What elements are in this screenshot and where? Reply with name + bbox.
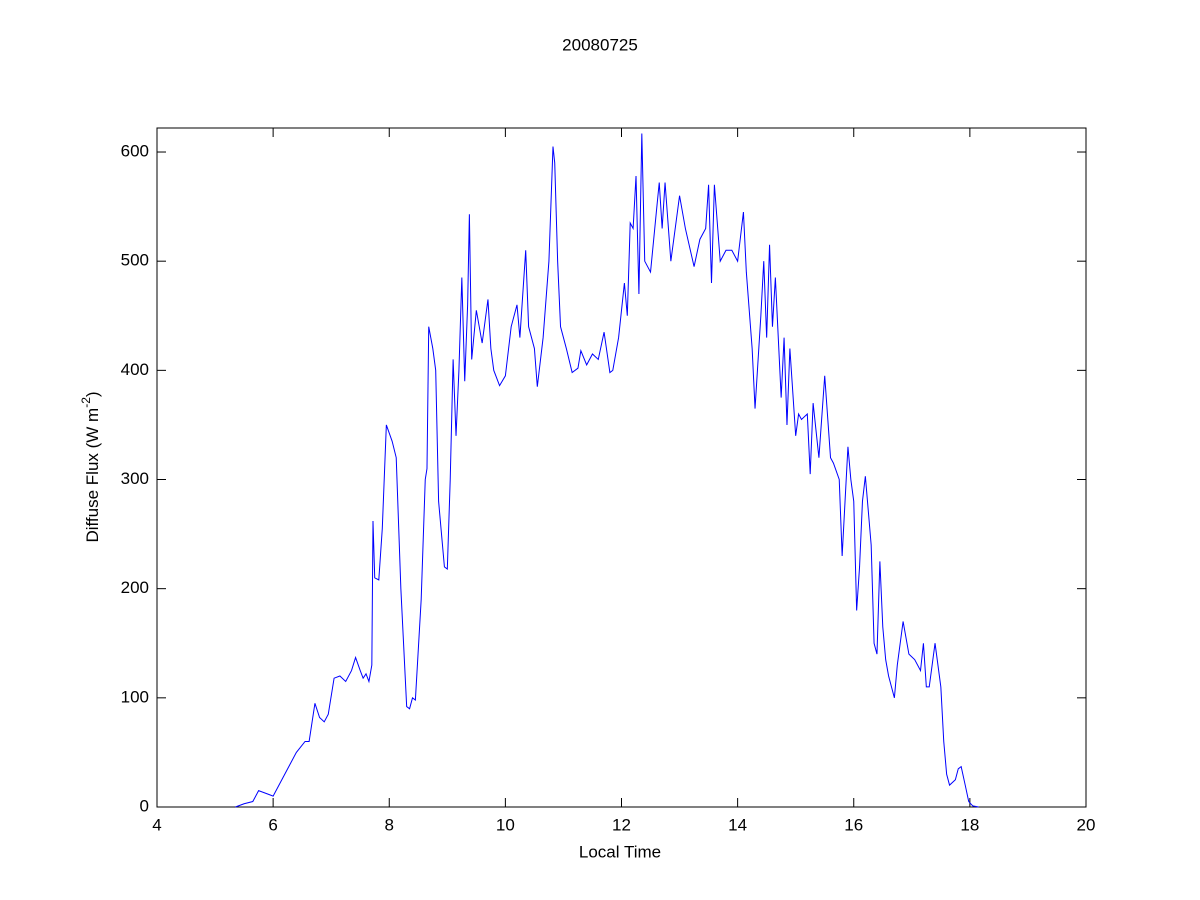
x-tick-label: 4 <box>152 815 161 834</box>
y-label-main: Diffuse Flux (W m <box>83 408 102 543</box>
y-tick-label: 300 <box>121 469 149 488</box>
x-axis-label: Local Time <box>579 842 661 861</box>
y-tick-label: 0 <box>140 796 149 815</box>
x-tick-label: 14 <box>728 815 747 834</box>
y-label-end: ) <box>83 391 102 397</box>
y-tick-label: 400 <box>121 360 149 379</box>
x-tick-label: 18 <box>960 815 979 834</box>
x-tick-label: 20 <box>1077 815 1096 834</box>
x-tick-label: 16 <box>844 815 863 834</box>
x-tick-label: 8 <box>385 815 394 834</box>
x-tick-label: 12 <box>612 815 631 834</box>
y-tick-label: 100 <box>121 687 149 706</box>
x-tick-label: 10 <box>496 815 515 834</box>
y-axis-label: Diffuse Flux (W m-2) <box>79 391 102 542</box>
chart-title: 20080725 <box>562 35 638 54</box>
x-tick-label: 6 <box>268 815 277 834</box>
data-line <box>235 133 979 808</box>
y-label-sup: -2 <box>79 397 93 408</box>
y-tick-label: 500 <box>121 251 149 270</box>
y-tick-label: 200 <box>121 578 149 597</box>
y-tick-label: 600 <box>121 142 149 161</box>
